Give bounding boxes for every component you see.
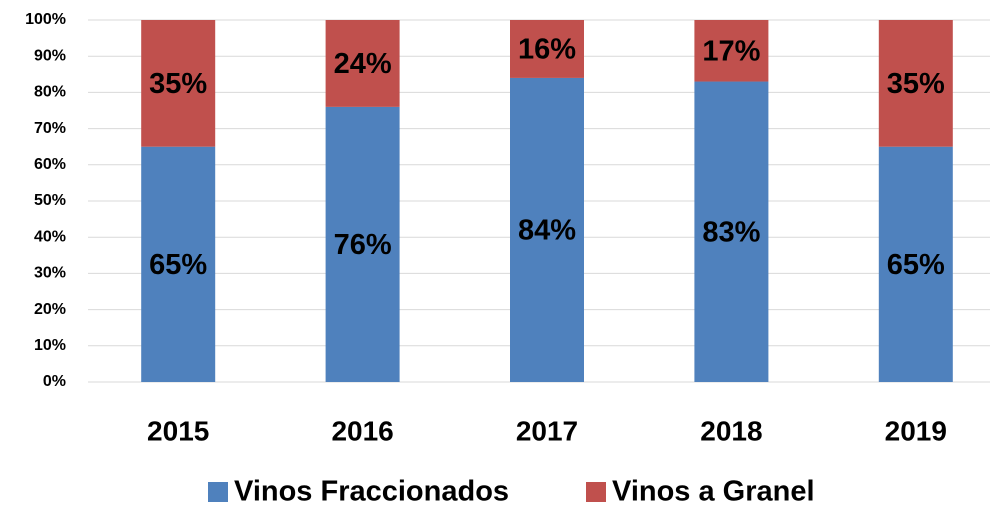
legend-label: Vinos a Granel: [612, 476, 815, 508]
x-tick-label: 2015: [147, 415, 209, 446]
data-label: 35%: [149, 68, 207, 100]
data-label: 83%: [702, 216, 760, 248]
y-tick-label: 10%: [34, 337, 66, 354]
bar-segment: [694, 20, 769, 82]
y-tick-label: 80%: [34, 84, 66, 101]
bar-segment: [325, 20, 400, 107]
data-label: 17%: [702, 35, 760, 67]
data-label: 24%: [334, 48, 392, 80]
data-label: 65%: [149, 249, 207, 281]
y-tick-label: 60%: [34, 156, 66, 173]
bar-segment: [510, 77, 584, 383]
x-tick-label: 2019: [885, 415, 947, 446]
legend-label: Vinos Fraccionados: [234, 476, 509, 508]
y-tick-label: 0%: [43, 373, 66, 390]
bar-segment: [141, 146, 216, 382]
bar-segment: [325, 106, 400, 382]
y-tick-label: 90%: [34, 47, 66, 64]
y-tick-label: 100%: [25, 11, 66, 28]
legend-swatch: [586, 482, 606, 502]
bar-segment: [694, 81, 769, 382]
data-label: 35%: [887, 68, 945, 100]
y-tick-label: 70%: [34, 120, 66, 137]
data-label: 84%: [518, 215, 576, 247]
data-label: 65%: [887, 249, 945, 281]
x-tick-label: 2018: [700, 415, 762, 446]
x-tick-label: 2017: [516, 415, 578, 446]
bar-segment: [878, 146, 953, 382]
legend-swatch: [208, 482, 228, 502]
y-tick-label: 40%: [34, 228, 66, 245]
y-tick-label: 50%: [34, 192, 66, 209]
bar-segment: [878, 20, 953, 147]
bar-segment: [141, 20, 216, 147]
y-tick-label: 20%: [34, 301, 66, 318]
data-label: 76%: [334, 229, 392, 261]
data-label: 16%: [518, 34, 576, 66]
y-tick-label: 30%: [34, 265, 66, 282]
x-tick-label: 2016: [331, 415, 393, 446]
bar-segment: [510, 20, 584, 78]
